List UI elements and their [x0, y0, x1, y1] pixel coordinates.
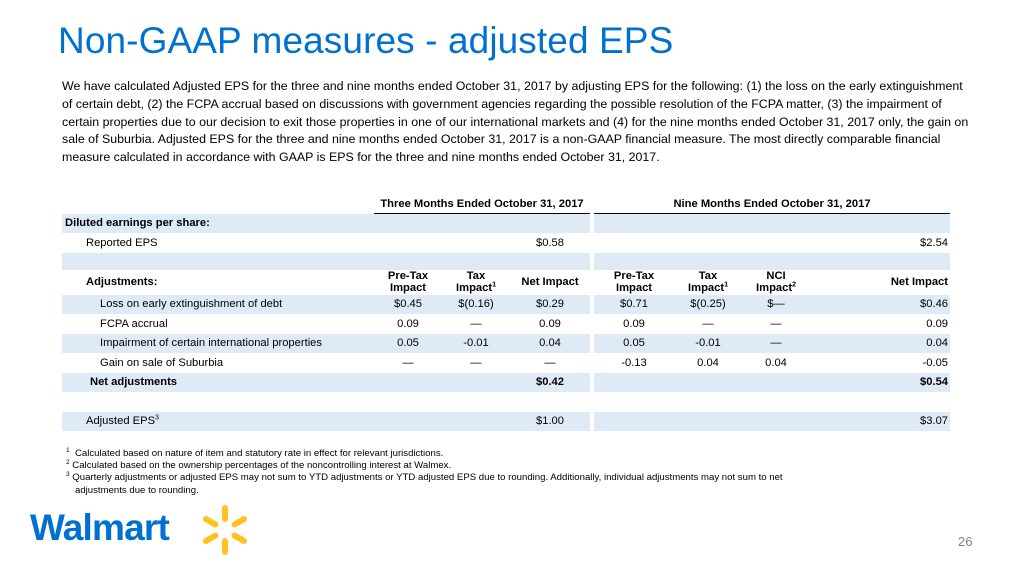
- tax-header-three: Tax Impact1: [456, 269, 496, 295]
- footnote-2: 2 Calculated based on the ownership perc…: [66, 459, 452, 472]
- footnote-3-continued: adjustments due to rounding.: [75, 484, 199, 496]
- intro-paragraph: We have calculated Adjusted EPS for the …: [62, 79, 969, 165]
- pretax-header-nine: Pre-Tax Impact: [613, 269, 655, 295]
- nci-header-nine: NCI Impact2: [756, 269, 796, 295]
- diluted-eps-label: Diluted earnings per share:: [62, 213, 374, 233]
- period-header-row: Three Months Ended October 31, 2017 Nine…: [62, 194, 951, 214]
- adjusted-eps-row: Adjusted EPS3 $1.00 $3.07: [62, 411, 951, 431]
- reported-eps-three: $0.58: [536, 236, 564, 249]
- diluted-eps-row: Diluted earnings per share:: [62, 213, 951, 233]
- three-months-header: Three Months Ended October 31, 2017: [374, 194, 590, 214]
- table-row: FCPA accrual 0.09 — 0.09 0.09 — — 0.09: [62, 314, 950, 334]
- page-number: 26: [958, 534, 973, 549]
- spacer-row: [62, 252, 951, 270]
- walmart-logo-text: Walmart: [30, 507, 170, 548]
- tax-header-nine: Tax Impact1: [688, 269, 728, 295]
- adjustments-header-row: Adjustments: Pre-Tax Impact Tax Impact1 Ne…: [62, 270, 950, 295]
- net-adjustments-three: $0.42: [510, 372, 590, 392]
- reported-eps-row: Reported EPS $0.58 $2.54: [62, 233, 950, 253]
- footnote-1: 1 Calculated based on nature of item and…: [66, 446, 444, 459]
- adjusted-eps-three: $1.00: [510, 411, 590, 431]
- reported-eps-label: Reported EPS: [86, 236, 158, 249]
- footnotes: 1 Calculated based on nature of item and…: [66, 446, 936, 497]
- table-row: Impairment of certain international prop…: [62, 333, 951, 353]
- net-adjustments-row: Net adjustments $0.42 $0.54: [62, 372, 951, 392]
- net-adjustments-label: Net adjustments: [62, 372, 374, 392]
- walmart-spark-icon: [202, 505, 248, 555]
- adjustments-label: Adjustments:: [86, 275, 158, 288]
- net-adjustments-nine: $0.54: [810, 372, 951, 392]
- nine-months-header: Nine Months Ended October 31, 2017: [594, 194, 951, 214]
- footnote-3: 3 Quarterly adjustments or adjusted EPS …: [66, 471, 783, 484]
- net-header-three: Net Impact: [521, 275, 579, 288]
- table-row: Gain on sale of Suburbia — — — -0.13 0.0…: [62, 353, 950, 373]
- table-row: Loss on early extinguishment of debt $0.…: [62, 294, 951, 314]
- adjusted-eps-label: Adjusted EPS3: [62, 411, 374, 431]
- pretax-header-three: Pre-Tax Impact: [387, 269, 429, 295]
- net-header-nine: Net Impact: [890, 275, 949, 288]
- adjusted-eps-table: Three Months Ended October 31, 2017 Nine…: [62, 194, 951, 431]
- reported-eps-nine: $2.54: [920, 236, 949, 249]
- spacer-row: [62, 392, 950, 412]
- slide-title: Non-GAAP measures - adjusted EPS: [58, 20, 674, 61]
- adjusted-eps-nine: $3.07: [810, 411, 951, 431]
- walmart-logo: Walmart: [30, 505, 260, 559]
